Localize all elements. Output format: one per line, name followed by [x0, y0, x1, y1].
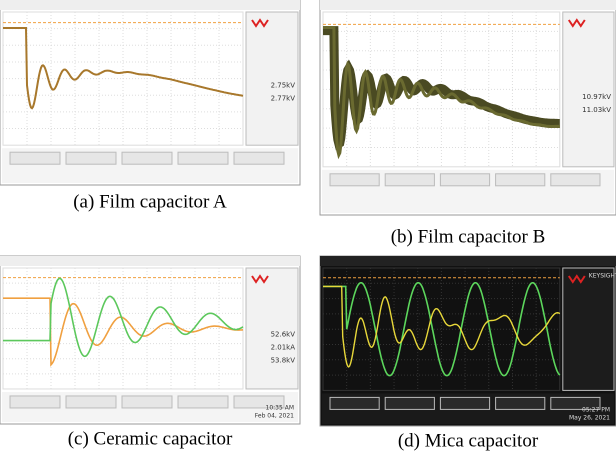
side-panel — [562, 267, 615, 391]
clock: 10:35 AM — [266, 405, 294, 412]
date: May 26, 2021 — [569, 415, 610, 422]
side-panel — [562, 11, 615, 168]
plot-frame — [322, 11, 561, 168]
clock: 05:27 PM — [582, 407, 610, 414]
softkey — [65, 151, 117, 165]
waveform — [323, 282, 561, 377]
readout: 2.77kV — [271, 94, 296, 102]
header-bar — [320, 256, 616, 266]
side-panel — [245, 267, 299, 390]
softkey — [439, 396, 491, 410]
softkey — [121, 151, 173, 165]
softkey — [121, 395, 173, 409]
logo — [567, 18, 586, 28]
plot-frame — [2, 267, 244, 390]
logo — [251, 274, 269, 284]
softkey — [550, 396, 601, 410]
waveform — [3, 27, 244, 110]
readout: 2.75kV — [271, 81, 296, 89]
softkey — [550, 173, 601, 187]
readout: 2.01kA — [271, 344, 296, 352]
readout: 52.6kV — [271, 331, 296, 339]
softkey — [177, 395, 229, 409]
readout: 53.8kV — [271, 357, 296, 365]
header-bar — [0, 0, 300, 10]
softkey — [439, 173, 491, 187]
softkey — [9, 151, 61, 165]
caption: (b) Film capacitor B — [391, 226, 546, 247]
waveform — [3, 277, 244, 358]
softkey — [495, 396, 546, 410]
plot-frame — [2, 11, 244, 146]
softkey — [9, 395, 61, 409]
softkey — [384, 173, 435, 187]
waveform — [323, 285, 561, 368]
softkey — [329, 173, 380, 187]
header-bar — [320, 0, 616, 10]
caption: (d) Mica capacitor — [398, 430, 539, 451]
softkey — [329, 396, 380, 410]
logo — [567, 274, 586, 284]
softkey — [233, 395, 285, 409]
date: Feb 04, 2021 — [255, 413, 294, 420]
brand: KEYSIGHT — [589, 273, 616, 280]
readout: 10.97kV — [582, 93, 611, 101]
waveform — [3, 297, 244, 367]
caption: (a) Film capacitor A — [73, 191, 227, 212]
readout: 11.03kV — [582, 106, 611, 114]
header-bar — [0, 256, 300, 266]
softkey — [495, 173, 546, 187]
softkey — [233, 151, 285, 165]
side-panel — [245, 11, 299, 146]
softkey — [384, 396, 435, 410]
logo — [251, 18, 269, 28]
softkey — [177, 151, 229, 165]
softkey — [65, 395, 117, 409]
plot-frame — [322, 267, 561, 391]
caption: (c) Ceramic capacitor — [68, 428, 233, 449]
waveform — [323, 26, 560, 160]
